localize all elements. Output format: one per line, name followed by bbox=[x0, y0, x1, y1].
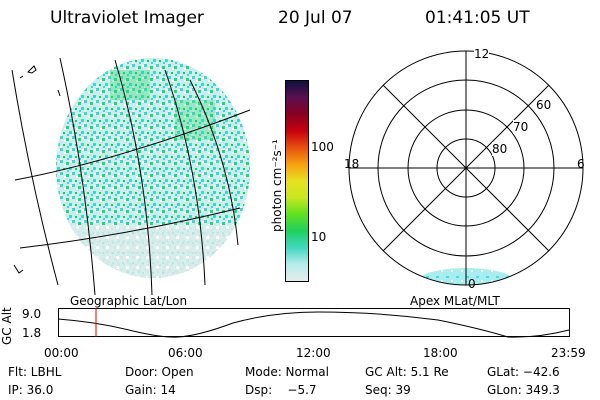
gc-altitude-readout: GC Alt: 5.1 Re bbox=[365, 365, 449, 379]
ip-readout: IP: 36.0 bbox=[8, 383, 54, 397]
mode-readout: Mode: Normal bbox=[245, 365, 329, 379]
timeline-x-tick-1200: 12:00 bbox=[296, 346, 331, 360]
colorbar-unit-label: photon cm⁻²s⁻¹ bbox=[270, 139, 284, 232]
geographic-label: Geographic Lat/Lon bbox=[70, 294, 188, 308]
filter-readout: Flt: LBHL bbox=[8, 365, 62, 379]
door-readout: Door: Open bbox=[125, 365, 194, 379]
mlt-label-12: 12 bbox=[474, 47, 490, 61]
seq-readout: Seq: 39 bbox=[365, 383, 411, 397]
colorbar bbox=[285, 80, 309, 282]
lat-label-80: 80 bbox=[492, 142, 508, 156]
glat-readout: GLat: −42.6 bbox=[487, 365, 560, 379]
timeline-x-tick-2359: 23:59 bbox=[551, 346, 586, 360]
dsp-readout: Dsp: −5.7 bbox=[245, 383, 317, 397]
colorbar-tick-10: 10 bbox=[311, 230, 327, 244]
geographic-image bbox=[11, 57, 251, 296]
mlt-label-18: 18 bbox=[344, 157, 360, 171]
timeline-axis-title: GC Alt bbox=[0, 307, 14, 345]
gain-readout: Gain: 14 bbox=[125, 383, 176, 397]
colorbar-tick-100: 100 bbox=[311, 140, 334, 154]
date-label: 20 Jul 07 bbox=[278, 8, 353, 28]
lat-label-70: 70 bbox=[513, 120, 529, 134]
mlt-label-0: 0 bbox=[468, 277, 476, 291]
timeline-x-tick-1800: 18:00 bbox=[423, 346, 458, 360]
instrument-title: Ultraviolet Imager bbox=[50, 8, 204, 28]
time-label: 01:41:05 UT bbox=[425, 8, 530, 28]
timeline-y-tick-min: 1.8 bbox=[22, 326, 42, 340]
timeline-x-tick-0000: 00:00 bbox=[44, 346, 79, 360]
apex-label: Apex MLat/MLT bbox=[410, 294, 500, 308]
timeline-y-tick-max: 9.0 bbox=[22, 307, 42, 321]
polar-grid bbox=[348, 50, 584, 286]
lat-label-60: 60 bbox=[536, 98, 552, 112]
mlt-label-6: 6 bbox=[577, 157, 585, 171]
timeline-x-tick-0600: 06:00 bbox=[168, 346, 203, 360]
glon-readout: GLon: 349.3 bbox=[487, 383, 560, 397]
altitude-timeline bbox=[58, 308, 570, 338]
